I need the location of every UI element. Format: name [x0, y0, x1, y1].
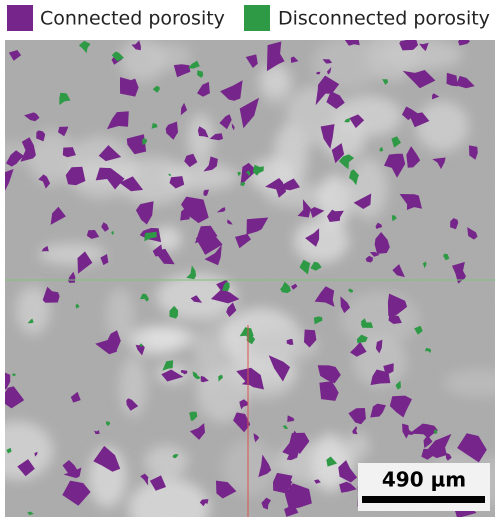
scale-bar-label: 490 µm	[382, 468, 466, 492]
micrograph	[0, 27, 495, 517]
scale-bar	[362, 496, 485, 503]
page: Connected porosity Disconnected porosity…	[0, 0, 495, 517]
legend-label: Disconnected porosity	[278, 8, 490, 30]
legend-swatch	[7, 5, 33, 31]
legend-swatch	[244, 5, 270, 31]
legend-label: Connected porosity	[40, 8, 225, 30]
figure: Connected porosity Disconnected porosity…	[0, 0, 495, 517]
